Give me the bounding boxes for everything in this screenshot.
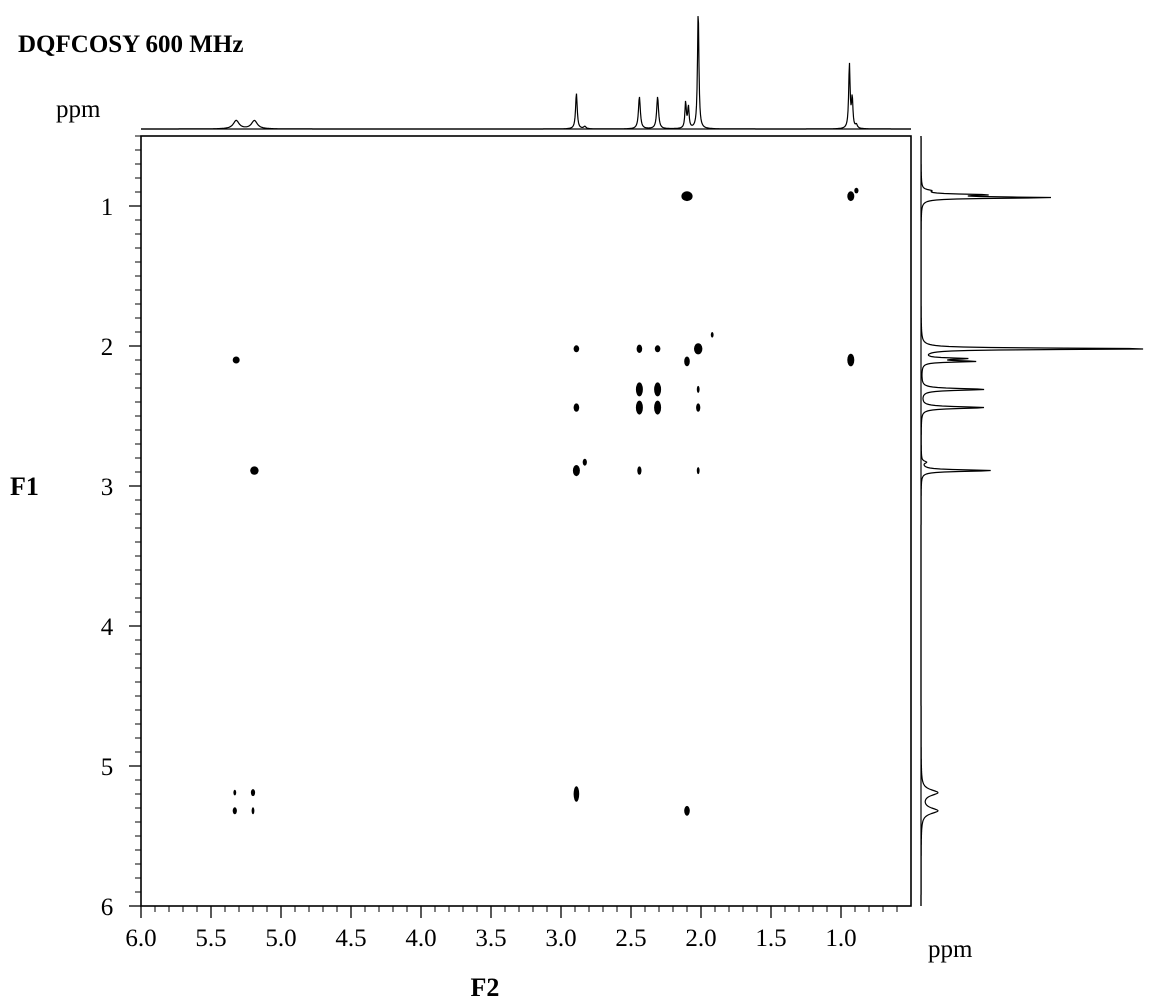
cross-peak	[654, 382, 662, 397]
x-tick-label: 3.5	[475, 925, 506, 952]
cross-peak	[582, 458, 587, 466]
cross-peak	[847, 353, 855, 367]
cross-peak	[573, 345, 580, 353]
cross-peak	[573, 403, 580, 412]
cross-peak	[654, 400, 662, 415]
cross-peak-layer	[232, 187, 859, 816]
x-tick-label: 5.5	[195, 925, 226, 952]
cross-peak	[694, 343, 703, 355]
x-tick-label: 2.5	[615, 925, 646, 952]
top-projection-trace	[141, 16, 911, 130]
cross-peak	[696, 385, 700, 393]
cross-peak	[635, 382, 643, 397]
x-tick-label: 6.0	[125, 925, 156, 952]
y-tick-label: 5	[101, 754, 114, 781]
y-tick-label: 3	[101, 474, 114, 501]
cross-peak	[847, 191, 855, 202]
cross-peak	[250, 789, 256, 797]
side-projection-trace	[920, 136, 1144, 906]
cross-peak	[635, 400, 643, 415]
cross-peak	[696, 467, 700, 475]
cross-peak	[684, 805, 690, 816]
y-tick-label: 6	[101, 894, 114, 921]
y-axis-label: F1	[10, 472, 39, 501]
cross-peak	[251, 807, 255, 815]
y-tick-label: 4	[101, 614, 114, 641]
y-tick-label: 2	[101, 334, 114, 361]
x-tick-label: 2.0	[685, 925, 716, 952]
x-tick-label: 4.5	[335, 925, 366, 952]
cross-peak	[636, 344, 643, 353]
cross-peak	[696, 403, 701, 412]
cross-peak	[637, 466, 642, 475]
x-tick-label: 1.5	[755, 925, 786, 952]
x-axis-ticks: 6.0 5.5 5.0 4.5 4.0 3.5 3.0 2.5 2.0 1.5 1.0	[125, 906, 898, 952]
chart-title: DQFCOSY 600 MHz	[18, 31, 243, 58]
cross-peak	[684, 356, 690, 367]
x-tick-label: 1.0	[825, 925, 856, 952]
cross-peak	[232, 807, 237, 815]
cross-peak	[250, 466, 259, 475]
top-projection-unit: ppm	[56, 96, 101, 123]
x-tick-label: 3.0	[545, 925, 576, 952]
cross-peak	[654, 345, 661, 353]
side-1d-projection	[920, 136, 1144, 906]
x-tick-label: 4.0	[405, 925, 436, 952]
top-1d-projection	[141, 16, 911, 130]
x-tick-label: 5.0	[265, 925, 296, 952]
plot-frame	[140, 135, 912, 907]
x-axis-label: F2	[471, 973, 500, 1001]
cross-peak	[854, 187, 859, 194]
y-tick-label: 1	[101, 194, 114, 221]
cross-peak	[232, 356, 240, 364]
y-axis-ticks: 1 2 3 4 5 6	[101, 135, 141, 921]
x-axis-unit: ppm	[928, 936, 973, 963]
cross-peak	[681, 191, 693, 202]
cross-peak	[233, 789, 237, 796]
cross-peak	[572, 465, 580, 477]
cross-peak	[573, 786, 580, 802]
cross-peak	[710, 332, 714, 338]
